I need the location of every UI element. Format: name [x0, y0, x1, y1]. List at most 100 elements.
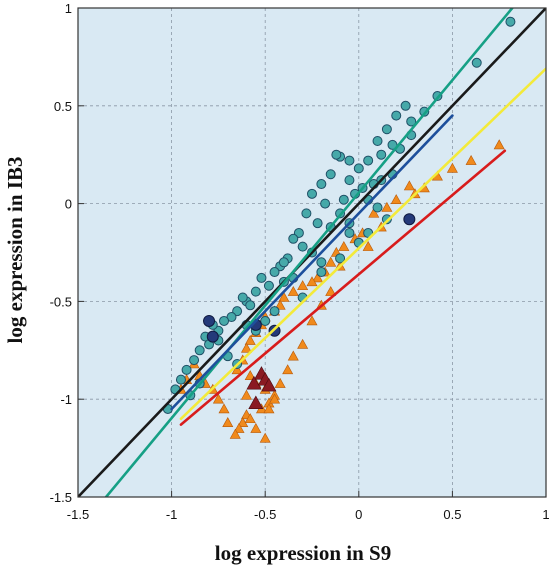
circle-point [320, 198, 331, 209]
x-tick-label: -1.5 [67, 507, 89, 522]
triangle-point [297, 338, 309, 349]
fit-line-black [78, 8, 546, 497]
circle-point [344, 175, 355, 186]
triangle-point [274, 377, 286, 388]
circle-point [245, 300, 256, 311]
circle-point [372, 136, 383, 147]
x-tick-label: -0.5 [254, 507, 276, 522]
circle-point [288, 233, 299, 244]
circle-point [353, 163, 364, 174]
fit-line-green [104, 8, 514, 497]
circle-point [406, 116, 417, 127]
triangle-point [218, 403, 230, 414]
triangle-point [269, 393, 281, 404]
fit-line-blue [170, 114, 454, 411]
triangle-point [244, 370, 256, 381]
y-axis-label: log expression in IB3 [3, 157, 27, 344]
triangle-point [263, 403, 275, 414]
triangle-point [229, 428, 241, 439]
circle-point [331, 149, 342, 160]
triangle-point [465, 154, 477, 165]
triangle-point [231, 364, 243, 375]
x-axis-ticks: -1.5 -1 -0.5 0 0.5 1 [67, 491, 550, 522]
circle-point [250, 286, 261, 297]
circle-point [219, 315, 230, 326]
circle-point [400, 100, 411, 111]
circle-point [376, 149, 387, 160]
x-axis-label: log expression in S9 [215, 541, 391, 565]
dark-triangle-point [261, 377, 277, 392]
triangle-point [381, 201, 393, 212]
circle-point [237, 292, 248, 303]
circle-point [263, 280, 274, 291]
triangle-point [368, 207, 380, 218]
circle-point [307, 188, 317, 199]
triangle-point [212, 393, 224, 404]
circle-point [312, 218, 323, 229]
circle-point [372, 202, 383, 213]
circle-point [301, 208, 312, 219]
data-markers [162, 16, 516, 443]
circle-point [316, 179, 327, 190]
y-tick-label: 0.5 [54, 99, 72, 114]
triangle-point [306, 276, 318, 287]
circle-point [391, 110, 402, 121]
circle-point [189, 355, 200, 366]
triangle-point [222, 417, 234, 427]
x-tick-label: 0 [355, 507, 362, 522]
circle-point [344, 227, 355, 238]
circle-point [505, 16, 516, 27]
y-tick-label: -1.5 [50, 490, 72, 505]
triangle-point [250, 422, 262, 433]
circle-point [278, 257, 289, 268]
triangle-point [312, 272, 324, 283]
triangle-point [274, 299, 286, 310]
x-tick-label: 1 [542, 507, 549, 522]
regression-lines [78, 8, 546, 497]
triangle-point [259, 432, 271, 443]
triangle-point [403, 180, 415, 191]
circle-point [269, 267, 280, 278]
triangle-point [287, 286, 299, 296]
circle-point [175, 374, 186, 385]
triangle-point [240, 342, 252, 353]
triangle-point [306, 315, 318, 326]
circle-point [260, 315, 271, 326]
triangle-point [493, 139, 505, 150]
circle-point [269, 306, 280, 317]
triangle-point [233, 422, 245, 433]
circle-point [363, 155, 374, 166]
fit-line-red [179, 149, 507, 426]
circle-point [381, 214, 392, 225]
y-axis-ticks: -1.5 -1 -0.5 0 0.5 1 [50, 1, 84, 505]
dark-triangle-point [248, 395, 264, 410]
grid [78, 8, 546, 497]
triangle-point [240, 389, 252, 400]
y-tick-label: -1 [60, 392, 72, 407]
triangle-point [446, 162, 458, 173]
circle-point [316, 257, 327, 268]
x-tick-label: -1 [166, 507, 178, 522]
triangle-point [297, 280, 309, 291]
triangle-point [325, 256, 337, 267]
circle-point [344, 155, 355, 166]
triangle-point [244, 413, 256, 424]
y-tick-label: -0.5 [50, 294, 72, 309]
triangle-point [282, 364, 294, 375]
circle-point [297, 241, 308, 252]
triangle-point [338, 241, 350, 251]
dark-circle-point [206, 330, 219, 343]
circle-point [335, 253, 346, 264]
triangle-point [362, 241, 374, 251]
triangle-point [278, 291, 290, 302]
y-tick-label: 1 [65, 1, 72, 16]
circle-point [325, 169, 336, 180]
dark-circle-point [403, 213, 416, 226]
circle-point [194, 345, 205, 356]
plot-frame [77, 7, 547, 498]
x-tick-label: 0.5 [443, 507, 461, 522]
circle-point [381, 124, 392, 135]
dark-triangle-point [246, 375, 262, 390]
dark-circle-point [203, 314, 216, 327]
circle-point [471, 57, 482, 68]
